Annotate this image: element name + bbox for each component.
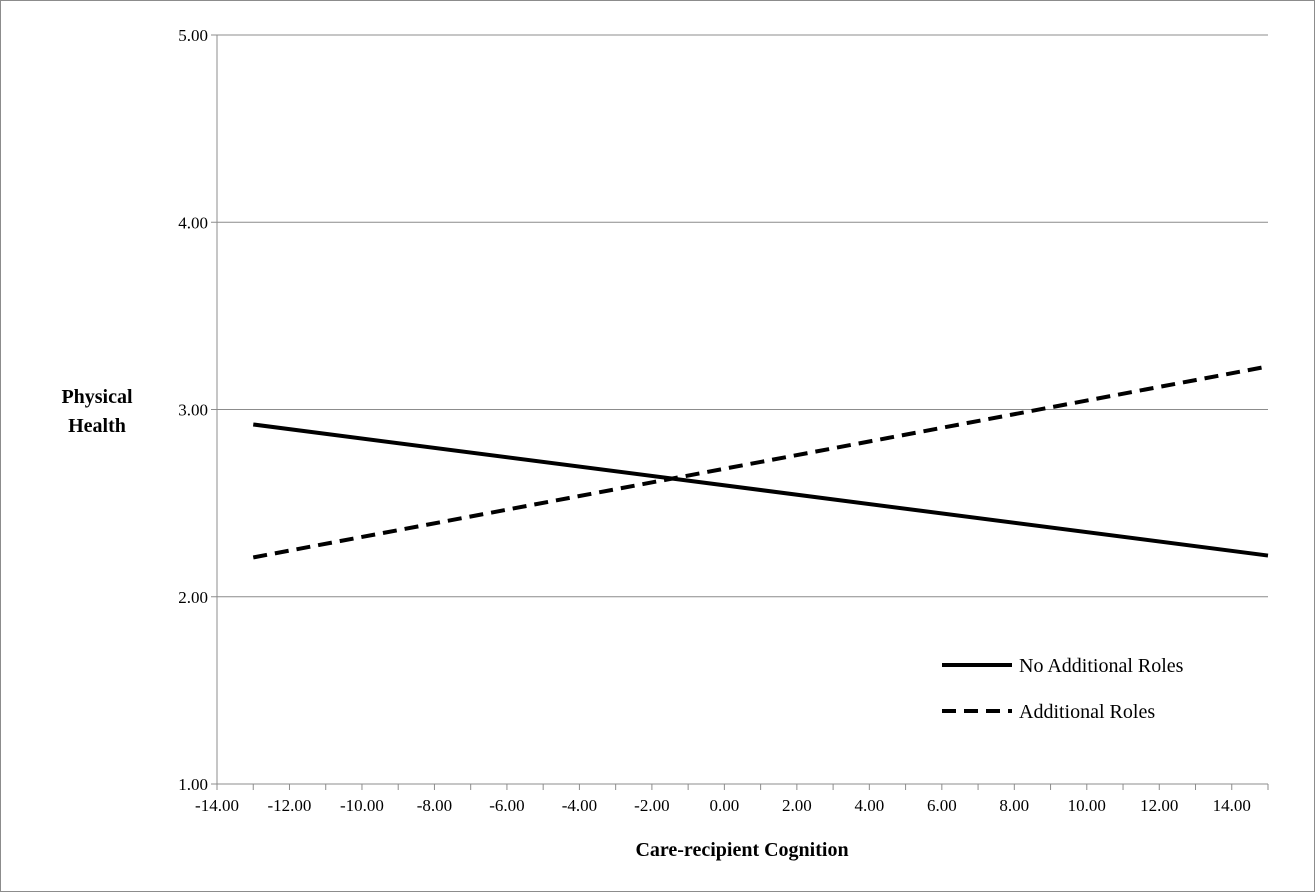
series-line-additional-roles (252, 364, 1269, 560)
x-tick-label-13: 12.00 (1140, 796, 1178, 815)
y-axis-label-line-2: Health (68, 415, 126, 437)
x-tick-label-5: -4.00 (562, 796, 597, 815)
x-tick-label-7: 0.00 (710, 796, 740, 815)
series-lines (252, 364, 1269, 560)
x-tick-label-1: -12.00 (268, 796, 312, 815)
x-tick-label-14: 14.00 (1213, 796, 1251, 815)
x-tick-labels: -14.00 -12.00 -10.00 -8.00 -6.00 -4.00 -2.00 0.… (195, 796, 1251, 815)
x-tick-label-0: -14.00 (195, 796, 239, 815)
x-tick-label-10: 6.00 (927, 796, 957, 815)
gridlines (217, 34, 1268, 598)
x-tick-label-4: -6.00 (489, 796, 524, 815)
x-tick-label-6: -2.00 (634, 796, 669, 815)
axes (211, 34, 1269, 790)
x-tick-label-8: 2.00 (782, 796, 812, 815)
x-axis-label: Care-recipient Cognition (635, 839, 848, 861)
x-tick-label-11: 8.00 (999, 796, 1029, 815)
y-tick-label-3: 4.00 (178, 213, 208, 232)
x-tick-label-2: -10.00 (340, 796, 384, 815)
x-tick-label-9: 4.00 (854, 796, 884, 815)
y-tick-label-4: 5.00 (178, 26, 208, 45)
y-tick-label-2: 3.00 (178, 401, 208, 420)
y-tick-labels: 1.00 2.00 3.00 4.00 5.00 (178, 26, 208, 794)
x-tick-label-12: 10.00 (1068, 796, 1106, 815)
y-axis-label-line-1: Physical (61, 386, 133, 408)
legend: No Additional Roles Additional Roles (942, 655, 1184, 723)
series-line-no-additional-roles (252, 422, 1269, 558)
legend-label-no-additional-roles: No Additional Roles (1019, 655, 1184, 677)
y-tick-label-0: 1.00 (178, 775, 208, 794)
y-tick-label-1: 2.00 (178, 588, 208, 607)
legend-label-additional-roles: Additional Roles (1019, 701, 1155, 723)
x-tick-label-3: -8.00 (417, 796, 452, 815)
